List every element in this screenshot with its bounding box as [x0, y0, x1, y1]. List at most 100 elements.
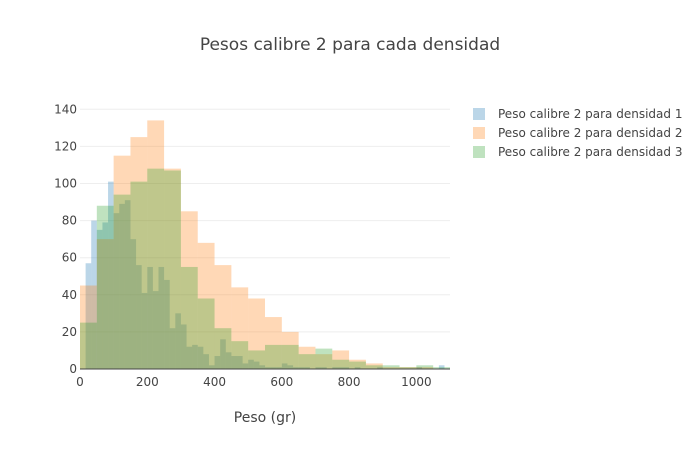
histogram-bar	[265, 317, 282, 369]
histogram-bar	[214, 265, 232, 369]
histogram-bar	[119, 203, 125, 369]
histogram-bar	[169, 328, 176, 369]
legend-label: Peso calibre 2 para densidad 1	[498, 107, 682, 121]
histogram-bar	[208, 365, 215, 369]
legend-label: Peso calibre 2 para densidad 3	[498, 145, 682, 159]
histogram-bar	[130, 137, 148, 369]
histogram-bar	[192, 344, 198, 369]
histogram-bar	[96, 229, 103, 369]
histogram-bar	[203, 354, 209, 369]
chart-title: Pesos calibre 2 para cada densidad	[200, 35, 500, 55]
histogram-bar	[102, 222, 109, 369]
histogram-bar	[270, 367, 277, 369]
x-tick-label: 800	[338, 375, 361, 389]
histogram-bar	[315, 348, 333, 369]
histogram-bar	[164, 168, 181, 369]
y-tick-label: 120	[54, 139, 77, 153]
histogram-bar	[304, 367, 310, 369]
histogram-bar	[365, 363, 383, 369]
histogram-bar	[197, 346, 204, 369]
histogram-bar	[136, 265, 142, 369]
x-tick-label: 1000	[401, 375, 432, 389]
histogram-bar	[124, 200, 131, 369]
histogram-bar	[281, 331, 299, 369]
histogram-bar	[186, 346, 193, 369]
histogram-bar	[147, 120, 165, 370]
histogram-bar	[164, 170, 181, 369]
legend-swatch	[473, 108, 485, 120]
histogram-bar	[354, 367, 361, 369]
histogram-bar	[382, 365, 400, 369]
grid-lines	[80, 108, 450, 333]
y-tick-label: 80	[62, 214, 77, 228]
y-tick-label: 140	[54, 102, 77, 116]
histogram-bar	[231, 287, 249, 369]
histogram-bar	[113, 194, 131, 369]
histogram-bar	[147, 266, 153, 369]
histogram-bar	[265, 344, 282, 369]
y-tick-label: 100	[54, 176, 77, 190]
histogram-bar	[248, 359, 254, 369]
series-1	[85, 181, 445, 369]
x-tick-label: 600	[270, 375, 293, 389]
histogram-bar	[321, 367, 327, 369]
histogram-bar	[96, 205, 114, 369]
histogram-bar	[416, 367, 423, 369]
series-3	[80, 168, 450, 369]
x-tick-label: 0	[76, 375, 84, 389]
legend-item-1[interactable]: Peso calibre 2 para densidad 1	[473, 107, 682, 121]
histogram-bar	[399, 367, 417, 369]
histogram-bar	[147, 168, 165, 369]
x-tick-label: 200	[136, 375, 159, 389]
histogram-bar	[164, 279, 170, 369]
x-tick-labels: 0 200 400 600 800 1000	[76, 375, 431, 389]
y-tick-label: 60	[62, 251, 77, 265]
legend-swatch	[473, 127, 485, 139]
histogram-bar	[237, 356, 243, 369]
histogram-bar	[96, 239, 114, 369]
histogram-bar	[332, 367, 338, 369]
x-axis-title: Peso (gr)	[234, 410, 296, 426]
histogram-bar	[242, 363, 249, 369]
histogram-bar	[298, 354, 316, 369]
legend-swatch	[473, 146, 485, 158]
histogram-bar	[225, 352, 232, 369]
histogram-bar	[91, 220, 97, 369]
histogram-bar	[113, 155, 131, 369]
histogram-bar	[231, 341, 249, 369]
histogram-bar	[214, 356, 221, 369]
histogram-bar	[287, 365, 294, 369]
series-2	[80, 120, 434, 370]
histogram-bar	[141, 292, 148, 369]
legend-item-3[interactable]: Peso calibre 2 para densidad 3	[473, 145, 682, 159]
histogram-bar	[349, 361, 366, 369]
histogram-bar	[349, 359, 366, 369]
histogram-bar	[416, 365, 434, 369]
histogram-bar	[248, 350, 265, 369]
histogram-bar	[180, 324, 187, 369]
histogram-bar	[180, 211, 198, 369]
histogram-bar	[220, 339, 226, 369]
histogram-bar	[214, 328, 232, 369]
histogram-bar	[382, 367, 400, 369]
histogram-bar	[113, 213, 120, 369]
histogram-bar	[337, 367, 344, 369]
histogram-bar	[365, 365, 383, 369]
legend[interactable]: Peso calibre 2 para densidad 1 Peso calib…	[473, 107, 682, 159]
histogram-bar	[298, 367, 305, 369]
histogram-bar	[130, 181, 148, 369]
x-tick-label: 400	[203, 375, 226, 389]
y-tick-labels: 0 20 40 60 80 100 120 140	[54, 102, 77, 376]
histogram-bar	[315, 354, 333, 369]
histogram-bar	[180, 266, 198, 369]
histogram-bar	[377, 367, 383, 369]
legend-item-2[interactable]: Peso calibre 2 para densidad 2	[473, 126, 682, 140]
histogram-bar	[399, 367, 417, 369]
histogram-bar	[130, 239, 137, 369]
histogram-bar	[248, 298, 265, 369]
histogram-bar	[253, 361, 260, 369]
histogram-bar	[175, 313, 181, 369]
histogram-bar	[197, 242, 215, 369]
